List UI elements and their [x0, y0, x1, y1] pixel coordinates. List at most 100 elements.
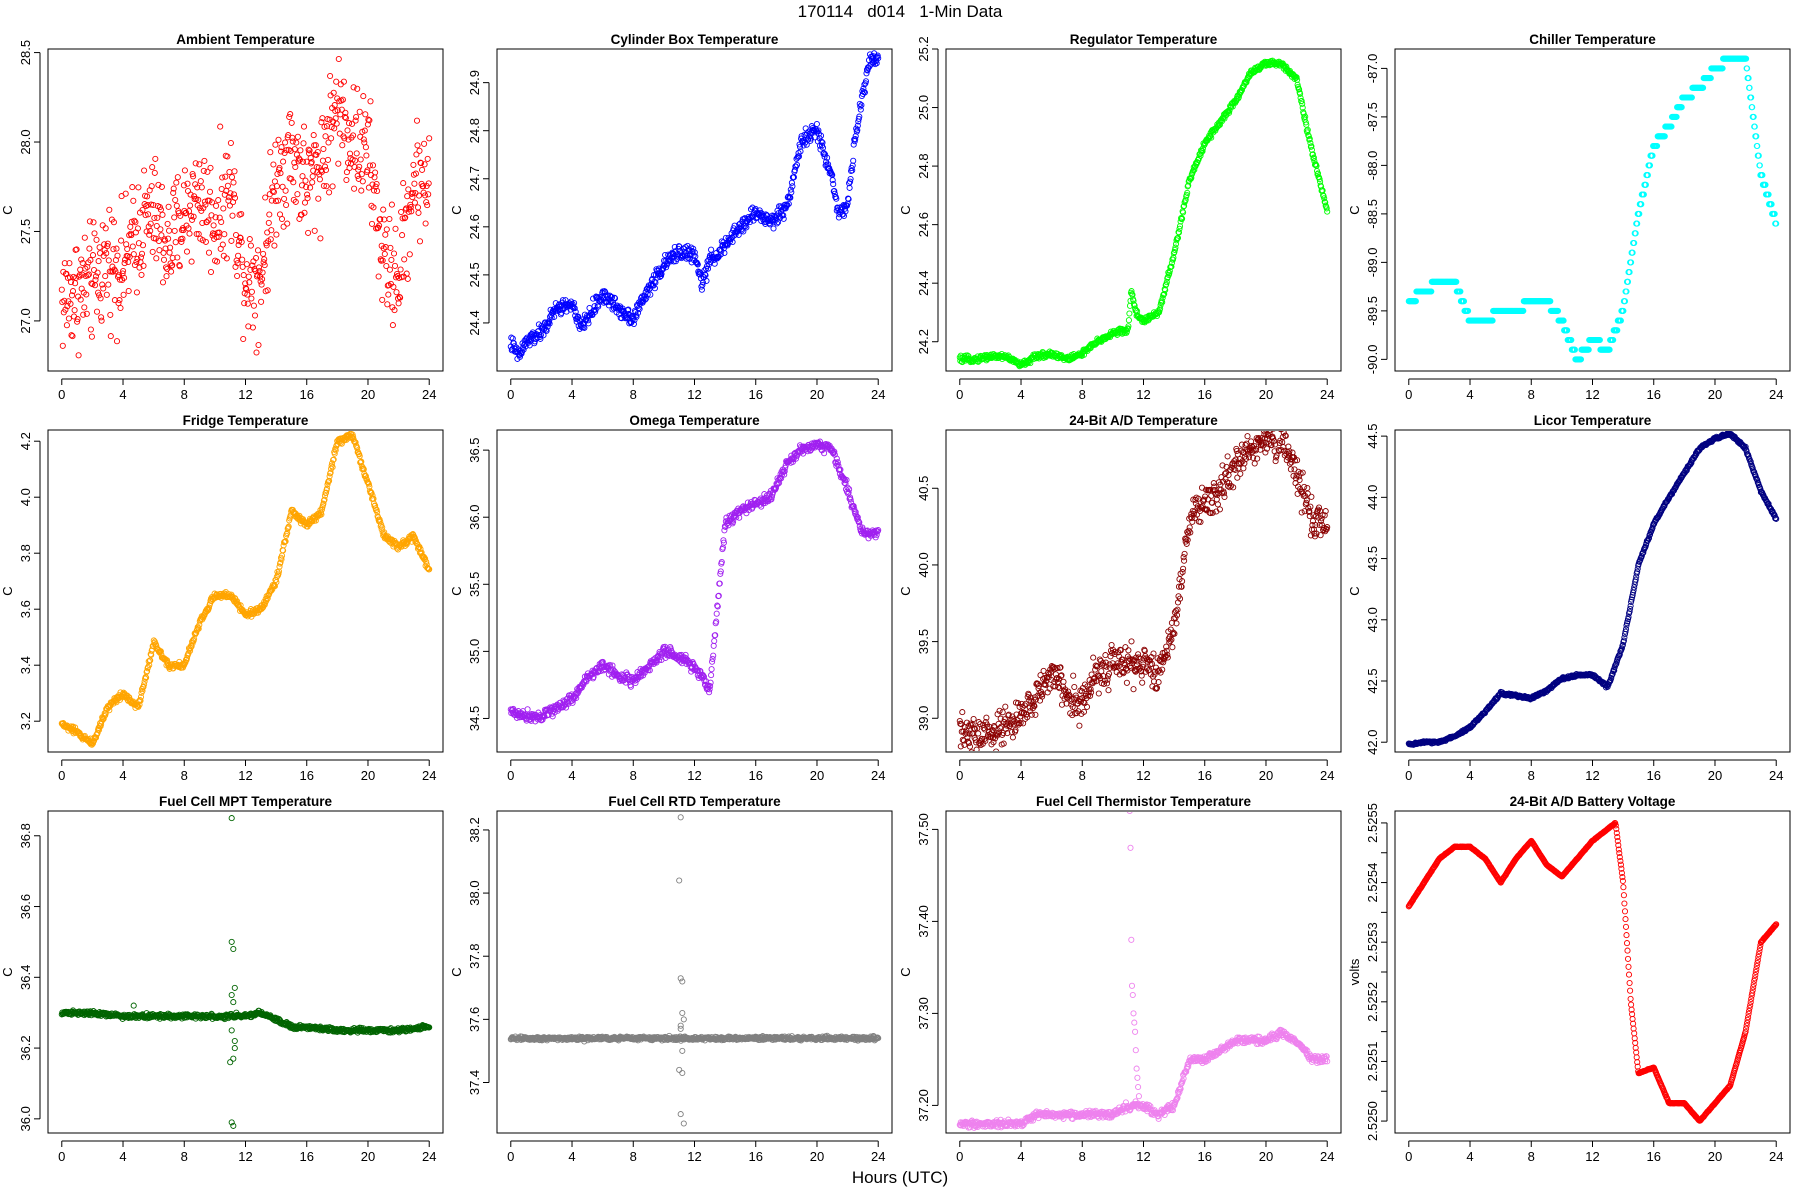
data-point [365, 481, 372, 488]
data-point [159, 211, 166, 218]
data-point [543, 327, 550, 334]
data-point [350, 132, 357, 139]
y-tick-label: -89.5 [1365, 296, 1380, 326]
data-point [79, 259, 86, 267]
data-point [865, 64, 872, 71]
data-point [136, 696, 144, 704]
data-point [370, 204, 377, 211]
data-point [841, 205, 849, 212]
data-point [152, 155, 159, 162]
data-point [1180, 203, 1187, 210]
data-point [1187, 529, 1194, 536]
data-point [303, 183, 310, 191]
data-point [379, 296, 386, 303]
data-point [781, 468, 788, 475]
data-point [1242, 79, 1250, 86]
data-point [851, 508, 858, 515]
data-point [203, 218, 210, 226]
data-point [362, 111, 369, 118]
data-point [330, 456, 337, 464]
data-point [264, 287, 271, 294]
data-point [136, 701, 143, 708]
x-tick-label: 20 [810, 768, 824, 783]
data-point [793, 161, 801, 168]
data-point [270, 188, 277, 196]
data-point [368, 220, 376, 227]
data-point [258, 298, 265, 305]
data-point [1629, 249, 1636, 256]
data-point [304, 195, 311, 202]
data-point [141, 167, 148, 174]
data-point [87, 326, 94, 333]
data-point [58, 286, 65, 293]
y-tick-label: -88.5 [1365, 199, 1380, 229]
data-point [853, 125, 860, 132]
x-tick-label: 8 [181, 387, 188, 402]
data-point [366, 483, 373, 490]
data-point [289, 138, 296, 145]
data-point [1159, 666, 1166, 673]
data-point [997, 715, 1004, 722]
data-point [365, 116, 372, 123]
data-point [310, 132, 317, 139]
data-point [1520, 307, 1527, 314]
data-point [110, 246, 117, 253]
plot-frame [1394, 48, 1791, 372]
data-point [960, 737, 967, 744]
data-point [1263, 61, 1270, 69]
data-point [720, 539, 727, 546]
data-point [87, 257, 94, 264]
data-point [138, 271, 145, 278]
data-point [1147, 671, 1154, 678]
data-point [389, 322, 396, 329]
data-point [1114, 660, 1121, 667]
data-point [1617, 317, 1624, 324]
y-tick-label: 24.4 [916, 271, 931, 296]
data-point [1138, 672, 1145, 679]
plot-title: Cylinder Box Temperature [611, 32, 779, 47]
data-point [1306, 135, 1313, 142]
data-point [1564, 327, 1571, 334]
data-point [138, 250, 146, 257]
data-point [708, 246, 715, 253]
data-point [187, 202, 194, 209]
plot-title: Ambient Temperature [176, 32, 315, 47]
plot-title: Regulator Temperature [1070, 32, 1218, 47]
data-point [321, 492, 329, 499]
data-point [224, 153, 231, 160]
data-point [707, 683, 714, 690]
data-point [385, 291, 392, 298]
data-point [305, 146, 312, 153]
data-point [68, 332, 75, 339]
data-point [188, 258, 195, 265]
data-point [1178, 583, 1185, 590]
data-point [158, 232, 165, 239]
data-point [856, 113, 863, 120]
y-tick-label: 24.8 [467, 118, 482, 143]
data-point [122, 190, 129, 197]
data-point [127, 223, 134, 230]
data-point [321, 496, 328, 503]
data-point [239, 256, 246, 263]
data-point [294, 191, 301, 198]
data-point [813, 120, 820, 128]
x-tick-label: 12 [687, 387, 701, 402]
data-point [120, 267, 127, 275]
data-point [61, 260, 68, 267]
data-point [306, 147, 313, 154]
y-tick-label: 39.5 [916, 629, 931, 654]
data-point [393, 289, 400, 296]
data-point [83, 310, 90, 317]
data-point [845, 196, 852, 203]
data-point [110, 219, 117, 226]
data-point [253, 349, 260, 356]
data-point [309, 173, 316, 180]
data-point [821, 450, 828, 457]
data-point [422, 192, 429, 199]
data-point [305, 229, 312, 236]
data-point [1624, 278, 1632, 285]
data-point [331, 102, 338, 109]
data-point [276, 563, 283, 570]
data-point [770, 212, 778, 219]
data-point [508, 334, 515, 341]
